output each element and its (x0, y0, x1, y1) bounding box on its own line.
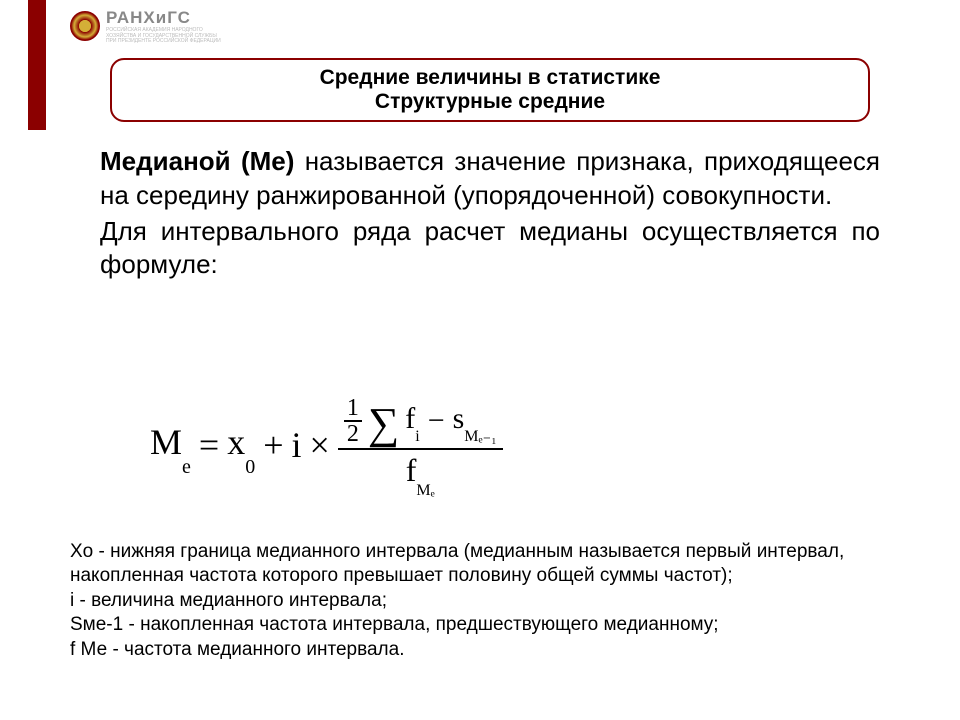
plus: + (263, 424, 283, 466)
half-bot: 2 (344, 420, 362, 446)
sub-0: 0 (245, 456, 255, 478)
legend-line-3: Sме-1 - накопленная частота интервала, п… (70, 613, 900, 637)
main-text: Медианой (Ме) называется значение призна… (100, 145, 880, 282)
sym-f: f (405, 402, 415, 435)
sigma-icon: ∑ (368, 406, 399, 441)
title-line-1: Средние величины в статистике (132, 66, 848, 90)
s-term: sMₑ₋₁ (453, 402, 497, 440)
title-line-2: Структурные средние (132, 90, 848, 114)
fi: fi (405, 402, 419, 440)
lhs-M: Me (150, 421, 191, 468)
den-f: f (406, 452, 417, 488)
logo-subtext: РОССИЙСКАЯ АКАДЕМИЯ НАРОДНОГО ХОЗЯЙСТВА … (106, 28, 226, 45)
denominator: fMₑ (400, 450, 441, 495)
one-half: 1 2 (344, 396, 362, 446)
paragraph-2: Для интервального ряда расчет медианы ос… (100, 215, 880, 283)
term-bold: Медианой (Ме) (100, 146, 294, 176)
accent-bar (28, 0, 46, 130)
logo: РАНХиГС РОССИЙСКАЯ АКАДЕМИЯ НАРОДНОГО ХО… (70, 8, 226, 45)
legend-line-4: f Ме - частота медианного интервала. (70, 638, 900, 662)
sym-i: i (292, 424, 302, 466)
sub-i: i (415, 428, 419, 445)
main-fraction: 1 2 ∑ fi − sMₑ₋₁ fMₑ (338, 394, 503, 495)
numerator: 1 2 ∑ fi − sMₑ₋₁ (338, 394, 503, 448)
legend-line-1: Xо - нижняя граница медианного интервала… (70, 540, 900, 588)
legend: Xо - нижняя граница медианного интервала… (70, 540, 900, 663)
minus: − (428, 404, 445, 438)
sym-s: s (453, 402, 465, 435)
emblem-icon (70, 11, 100, 41)
den-sub: Mₑ (416, 482, 434, 499)
equals: = (199, 424, 219, 466)
paragraph-1: Медианой (Ме) называется значение призна… (100, 145, 880, 213)
sub-me1: Mₑ₋₁ (464, 428, 496, 445)
half-top: 1 (347, 396, 359, 420)
x0: x0 (227, 421, 255, 468)
legend-line-2: i - величина медианного интервала; (70, 589, 900, 613)
formula: Me = x0 + i × 1 2 ∑ fi − sMₑ₋₁ (150, 355, 710, 535)
logo-text: РАНХиГС (106, 8, 226, 28)
title-box: Средние величины в статистике Структурны… (110, 58, 870, 122)
sym-x: x (227, 422, 245, 462)
sym-M: M (150, 422, 182, 462)
sub-e: e (182, 456, 191, 478)
times: × (310, 424, 330, 466)
